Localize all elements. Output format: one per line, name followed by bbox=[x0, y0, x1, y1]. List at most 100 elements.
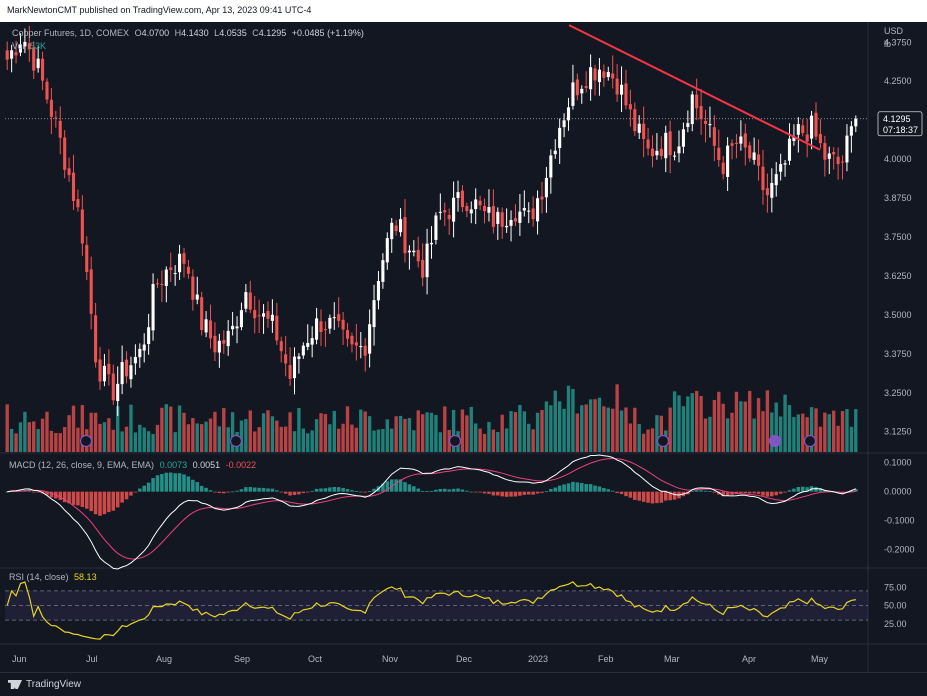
macd-histogram-bar bbox=[412, 486, 416, 492]
macd-histogram-bar bbox=[151, 478, 155, 492]
macd-histogram-bar bbox=[482, 491, 487, 494]
candle-body bbox=[116, 383, 120, 402]
volume-bar bbox=[646, 429, 650, 452]
candle-body bbox=[522, 208, 526, 211]
candle-body bbox=[368, 324, 372, 354]
volume-bar bbox=[478, 428, 482, 452]
macd-histogram-bar bbox=[381, 483, 385, 492]
volume-bar bbox=[45, 411, 49, 452]
chart-canvas[interactable]: 4.37504.25004.12504.00003.87503.75003.62… bbox=[0, 22, 927, 672]
macd-histogram-bar bbox=[341, 487, 345, 492]
candle-body bbox=[540, 196, 544, 200]
price-tick-label: 3.2500 bbox=[884, 388, 912, 398]
candle-body bbox=[757, 154, 761, 166]
volume-bar bbox=[544, 401, 549, 452]
macd-histogram-bar bbox=[279, 491, 283, 493]
volume-bar bbox=[641, 433, 646, 452]
macd-histogram-bar bbox=[283, 491, 288, 494]
volume-bar bbox=[407, 418, 412, 452]
volume-label: Vol bbox=[12, 41, 25, 51]
volume-bar bbox=[588, 399, 593, 452]
volume-bar bbox=[429, 412, 434, 452]
candle-body bbox=[49, 99, 53, 117]
candle-body bbox=[447, 214, 451, 220]
volume-bar bbox=[686, 396, 690, 452]
candle-body bbox=[133, 356, 137, 364]
volume-bar bbox=[823, 412, 827, 452]
candle-body bbox=[452, 197, 456, 222]
volume-bar bbox=[818, 426, 823, 452]
macd-histogram-bar bbox=[328, 487, 332, 492]
macd-histogram-bar bbox=[319, 488, 323, 492]
volume-bar bbox=[699, 395, 703, 452]
candle-body bbox=[712, 127, 716, 146]
candle-body bbox=[642, 123, 646, 139]
candle-body bbox=[279, 341, 283, 352]
chart-area[interactable]: 4.37504.25004.12504.00003.87503.75003.62… bbox=[0, 22, 927, 672]
macd-histogram-bar bbox=[708, 491, 712, 492]
macd-histogram-bar bbox=[288, 491, 292, 496]
volume-bar bbox=[531, 429, 535, 452]
volume-bar bbox=[111, 429, 115, 452]
high-value: 4.1430 bbox=[181, 28, 209, 38]
volume-bar bbox=[204, 421, 208, 452]
macd-histogram-bar bbox=[602, 488, 606, 492]
change-value: +0.0485 (+1.19%) bbox=[291, 28, 364, 38]
candle-body bbox=[323, 329, 327, 331]
macd-histogram-bar bbox=[792, 488, 796, 492]
volume-bar bbox=[500, 414, 504, 452]
volume-bars bbox=[5, 384, 858, 452]
macd-title: MACD (12, 26, close, 9, EMA, EMA) bbox=[9, 460, 155, 470]
time-tick-label: Sep bbox=[234, 654, 250, 664]
volume-bar bbox=[637, 424, 641, 452]
volume-bar bbox=[253, 431, 257, 452]
candle-body bbox=[195, 294, 199, 300]
volume-bar bbox=[690, 393, 694, 452]
candle-body bbox=[664, 132, 668, 159]
volume-bar bbox=[624, 407, 628, 452]
candle-body bbox=[98, 359, 102, 382]
volume-bar bbox=[840, 411, 845, 452]
candle-body bbox=[257, 315, 261, 317]
trendline-group bbox=[568, 24, 821, 151]
candle-body bbox=[381, 260, 385, 282]
candle-body bbox=[505, 225, 509, 228]
candle-body bbox=[337, 314, 341, 321]
macd-histogram-bar bbox=[557, 485, 562, 492]
candle-body bbox=[36, 58, 40, 69]
macd-histogram-bar bbox=[129, 491, 133, 496]
open-label: O bbox=[134, 28, 142, 38]
candle-body bbox=[71, 172, 76, 202]
candle-body bbox=[558, 127, 562, 149]
candle-body bbox=[138, 348, 142, 358]
macd-histogram-bar bbox=[67, 491, 71, 504]
macd-histogram-bar bbox=[814, 487, 818, 492]
volume-bar bbox=[182, 412, 186, 452]
macd-histogram-bar bbox=[27, 490, 32, 492]
candle-body bbox=[67, 168, 71, 176]
candle-body bbox=[690, 94, 694, 125]
volume-bar bbox=[385, 419, 389, 452]
volume-bar bbox=[279, 426, 283, 452]
macd-histogram-bar bbox=[743, 491, 748, 493]
macd-histogram-bar bbox=[84, 491, 89, 509]
macd-histogram-bar bbox=[89, 491, 93, 512]
volume-bar bbox=[434, 414, 438, 452]
candle-body bbox=[191, 276, 195, 300]
price-tick-label: 3.3750 bbox=[884, 349, 912, 359]
price-tick-label: 4.2500 bbox=[884, 76, 912, 86]
volume-bar bbox=[394, 416, 398, 452]
macd-histogram-bar bbox=[252, 487, 257, 492]
volume-bar bbox=[319, 413, 323, 452]
volume-bar bbox=[248, 410, 252, 452]
volume-bar bbox=[169, 406, 173, 452]
volume-bar bbox=[571, 389, 575, 452]
volume-bar bbox=[469, 406, 473, 452]
volume-bar bbox=[633, 407, 637, 452]
volume-bar bbox=[80, 405, 85, 452]
candle-body bbox=[677, 146, 681, 154]
macd-histogram-bar bbox=[49, 491, 54, 498]
candle-body bbox=[345, 330, 350, 339]
candle-body bbox=[474, 199, 478, 210]
event-icon bbox=[79, 434, 93, 448]
